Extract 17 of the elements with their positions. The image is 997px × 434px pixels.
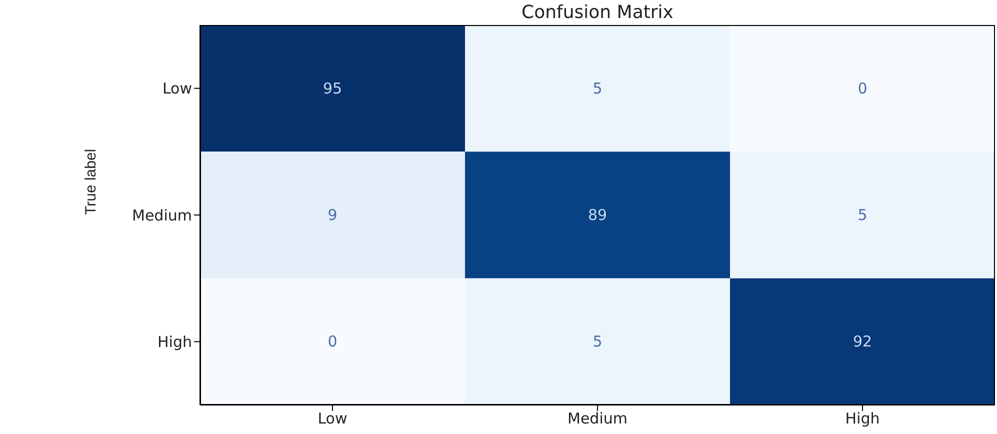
y-tick-label: Medium	[132, 206, 192, 224]
y-tick-label: High	[158, 332, 192, 351]
data-label: 95	[322, 79, 342, 98]
data-label: 9	[328, 206, 338, 224]
x-tick-label: Medium	[568, 410, 628, 428]
x-tick-label: Low	[318, 410, 348, 428]
y-tick-label: Low	[162, 80, 192, 98]
data-label: 5	[592, 79, 602, 98]
data-label: 0	[858, 79, 868, 98]
data-label: 89	[588, 206, 608, 224]
data-label: 0	[328, 332, 338, 351]
data-label: 5	[592, 332, 602, 351]
chart-title: Confusion Matrix	[520, 2, 674, 23]
data-label: 92	[852, 332, 872, 351]
y-axis-title: True label	[82, 148, 100, 215]
x-tick-label: High	[845, 410, 880, 428]
data-label: 5	[858, 206, 868, 224]
